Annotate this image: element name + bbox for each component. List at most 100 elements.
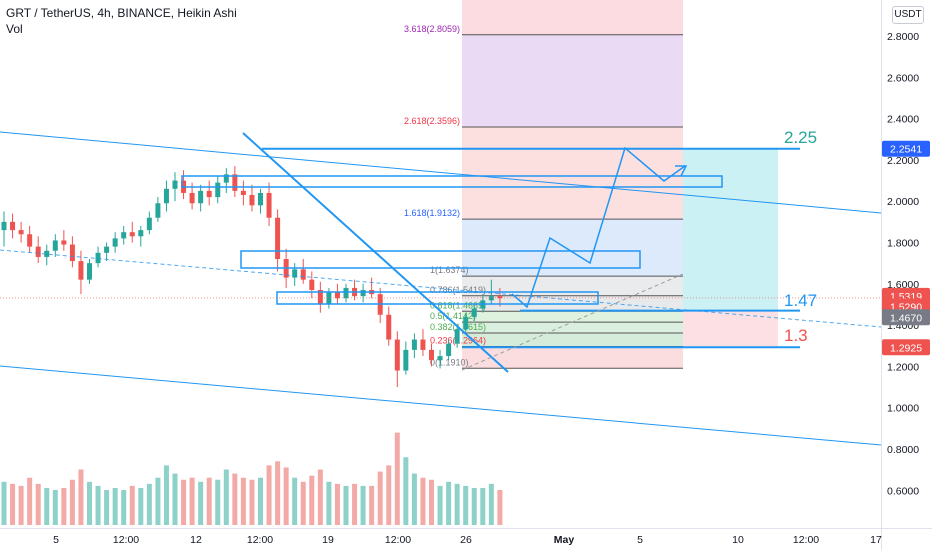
fib-zone [462,333,683,347]
candle-body [403,349,409,371]
volume-bars [1,432,503,525]
volume-bar [61,487,67,525]
fib-zone [462,0,683,35]
volume-bar [249,479,255,525]
candle-body [1,221,7,231]
candle-body [488,296,494,301]
volume-label: Vol [6,22,23,36]
volume-bar [317,469,323,525]
price-axis: 2.8000 2.6000 2.4000 2.2000 2.0000 1.8000 1.60… [887,31,919,497]
x-tick-label: 10 [732,534,744,546]
volume-bar [334,483,340,525]
y-tick-label: 1.6000 [887,279,919,291]
fib-level-label: 0.5(1.4142) [430,311,476,321]
volume-bar [497,490,503,525]
fib-zone [462,126,683,220]
fib-zone [462,276,683,296]
volume-bar [232,473,238,525]
candle-body [189,192,195,204]
target-label: 1.47 [784,291,817,310]
candle-body [420,339,426,350]
candlesticks [1,166,503,388]
candle-body [386,314,392,340]
fib-zone [462,322,683,334]
y-tick-label: 1.2000 [887,361,919,373]
volume-bar [163,465,169,525]
fib-level-label: 2.618(2.3596) [404,116,460,126]
fib-zone [462,346,683,369]
x-tick-label: 17 [870,534,882,546]
candle-body [104,246,110,253]
y-tick-label: 0.8000 [887,444,919,456]
candle-body [454,329,460,344]
volume-bar [18,485,24,525]
volume-bar [172,473,178,525]
candle-body [429,349,434,361]
price-badge [882,339,930,356]
fib-trend-dashed [461,273,684,371]
candle-body [163,188,169,204]
volume-bar [403,457,409,525]
fib-level-label: 1.618(1.9132) [404,208,460,218]
volume-bar [78,469,84,525]
downtrend-line [242,132,509,373]
x-tick-label: 26 [460,534,472,546]
candle-body [497,296,503,299]
price-badge-label: 1.4670 [890,312,922,324]
channel-mid-dashed [0,249,882,328]
candle-body [206,190,212,198]
candle-body [317,289,323,305]
y-tick-label: 0.6000 [887,485,919,497]
volume-bar [454,483,460,525]
volume-bar [343,485,349,525]
candle-body [112,238,118,247]
candle-body [121,232,127,239]
volume-bar [1,481,7,525]
candle-body [61,240,67,245]
candle-body [87,263,92,280]
volume-bar [138,487,144,525]
volume-bar [411,473,417,525]
candle-body [232,174,238,191]
candle-body [394,339,400,371]
x-tick-label: 12 [190,534,202,546]
fib-level-label: 0(1.1910) [430,357,469,367]
candle-body [44,250,50,257]
fib-level-label: 0.786(1.5419) [430,285,486,295]
candle-body [249,195,255,206]
volume-bar [181,479,187,525]
zone-box-upper [181,175,723,188]
volume-bar [206,477,212,525]
candle-body [172,180,178,189]
candle-body [471,308,477,317]
candle-body [198,190,204,204]
volume-bar [471,487,477,525]
currency-button[interactable]: USDT [892,6,924,24]
candle-body [69,244,75,262]
volume-bar [121,490,127,525]
candle-body [10,221,16,231]
chart-title: GRT / TetherUS, 4h, BINANCE, Heikin Ashi [6,6,237,20]
volume-bar [52,490,58,525]
volume-bar [266,465,272,525]
volume-bar [155,477,161,525]
volume-bar [87,481,92,525]
volume-bar [10,483,16,525]
price-badge [882,309,930,326]
drawings-layer: 2.25 1.47 1.3 [0,128,882,446]
channel-upper-line [0,131,882,214]
candle-body [334,292,340,299]
x-tick-label: 5 [637,534,643,546]
candle-body [411,339,417,350]
volume-bar [69,479,75,525]
candle-body [155,203,161,218]
volume-bar [300,481,306,525]
volume-bar [386,465,392,525]
fib-level-label: 3.618(2.8059) [404,24,460,34]
y-tick-label: 1.0000 [887,403,919,415]
volume-bar [240,477,246,525]
candle-body [223,174,229,183]
projected-path [511,146,686,309]
x-tick-label: 12:00 [385,534,411,546]
